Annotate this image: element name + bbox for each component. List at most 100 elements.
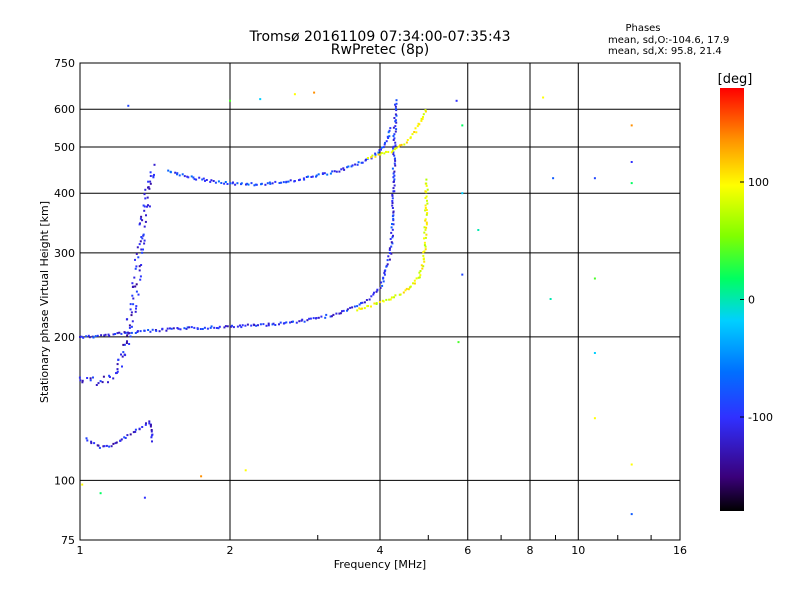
- echo-point: [115, 441, 118, 444]
- echo-point: [271, 182, 274, 185]
- echo-point: [132, 431, 135, 434]
- echo-point: [99, 492, 102, 495]
- echo-point: [250, 182, 253, 185]
- echo-point: [149, 425, 152, 428]
- echo-point: [165, 329, 168, 332]
- y-tick-label: 300: [54, 247, 75, 260]
- echo-point: [255, 324, 258, 327]
- echo-point: [422, 254, 425, 257]
- x-tick-label: 1: [77, 544, 84, 557]
- echo-point: [223, 182, 226, 185]
- echo-point: [393, 154, 396, 157]
- echo-point: [420, 119, 423, 122]
- echo-point: [131, 320, 134, 323]
- echo-point: [192, 176, 195, 179]
- echo-point: [394, 103, 396, 106]
- echo-point: [368, 298, 371, 301]
- echo-point: [361, 161, 364, 164]
- echo-point: [363, 307, 366, 310]
- echo-point: [129, 303, 132, 306]
- echo-point: [136, 246, 139, 249]
- echo-point: [377, 153, 380, 156]
- echo-point: [88, 336, 91, 339]
- grid-lines: [80, 63, 680, 540]
- echo-point: [144, 423, 147, 426]
- echo-point: [176, 172, 179, 175]
- echo-point: [202, 177, 205, 180]
- echo-point: [394, 294, 397, 297]
- echo-point: [89, 379, 92, 382]
- echo-point: [354, 163, 357, 166]
- echo-point: [371, 154, 374, 157]
- x-tick-label: 10: [571, 544, 585, 557]
- echo-point: [426, 188, 429, 191]
- echo-point: [176, 173, 178, 176]
- echo-point: [126, 434, 129, 437]
- echo-point: [131, 286, 134, 288]
- y-tick-label: 500: [54, 141, 75, 154]
- echo-point: [384, 141, 386, 144]
- echo-point: [85, 437, 88, 440]
- echo-point: [387, 137, 390, 139]
- y-tick-label: 75: [61, 534, 75, 547]
- echo-point: [127, 104, 130, 107]
- echo-point: [308, 317, 311, 320]
- echo-point: [630, 513, 633, 516]
- echo-point: [183, 175, 186, 178]
- echo-point: [424, 209, 427, 212]
- echo-point: [382, 300, 385, 303]
- echo-point: [82, 336, 85, 339]
- echo-point: [96, 334, 99, 337]
- echo-point: [143, 239, 146, 242]
- echo-point: [391, 236, 394, 239]
- echo-point: [418, 271, 421, 274]
- echo-point: [424, 207, 427, 209]
- echo-point: [420, 264, 423, 267]
- echo-point: [78, 376, 81, 379]
- echo-point: [149, 182, 152, 185]
- echo-point: [387, 151, 390, 153]
- echo-point: [142, 204, 145, 207]
- echo-point: [378, 149, 381, 152]
- echo-point: [425, 221, 428, 224]
- echo-point: [122, 343, 125, 346]
- echo-point: [340, 168, 343, 171]
- x-axis-label: Frequency [MHz]: [334, 558, 426, 571]
- echo-point: [361, 301, 364, 304]
- echo-point: [593, 177, 596, 180]
- echo-point: [269, 182, 272, 185]
- echo-point: [147, 180, 150, 183]
- echo-point: [363, 301, 366, 304]
- echo-point: [139, 222, 141, 225]
- echo-point: [152, 176, 155, 179]
- echo-point: [397, 145, 400, 148]
- echo-point: [213, 326, 216, 329]
- echo-point: [122, 351, 125, 354]
- echo-point: [422, 116, 424, 118]
- echo-point: [124, 354, 127, 357]
- echo-point: [97, 382, 100, 385]
- echo-point: [140, 215, 143, 218]
- echo-point: [143, 193, 146, 196]
- echo-point: [331, 170, 334, 173]
- echo-point: [110, 445, 113, 448]
- echo-point: [310, 176, 313, 178]
- echo-point: [92, 376, 94, 379]
- echo-point: [593, 417, 596, 420]
- echo-point: [134, 267, 137, 270]
- echo-point: [179, 328, 182, 331]
- echo-point: [295, 321, 298, 324]
- echo-point: [139, 330, 142, 333]
- echo-point: [424, 236, 427, 239]
- echo-point: [259, 98, 262, 101]
- colorbar-tick-label: 100: [748, 176, 769, 189]
- x-tick-label: 8: [527, 544, 534, 557]
- echo-point: [394, 157, 396, 160]
- echo-point: [231, 324, 233, 327]
- echo-point: [630, 161, 633, 163]
- echo-point: [426, 199, 428, 202]
- echo-point: [125, 318, 128, 321]
- echo-point: [392, 145, 395, 148]
- echo-point: [461, 124, 464, 127]
